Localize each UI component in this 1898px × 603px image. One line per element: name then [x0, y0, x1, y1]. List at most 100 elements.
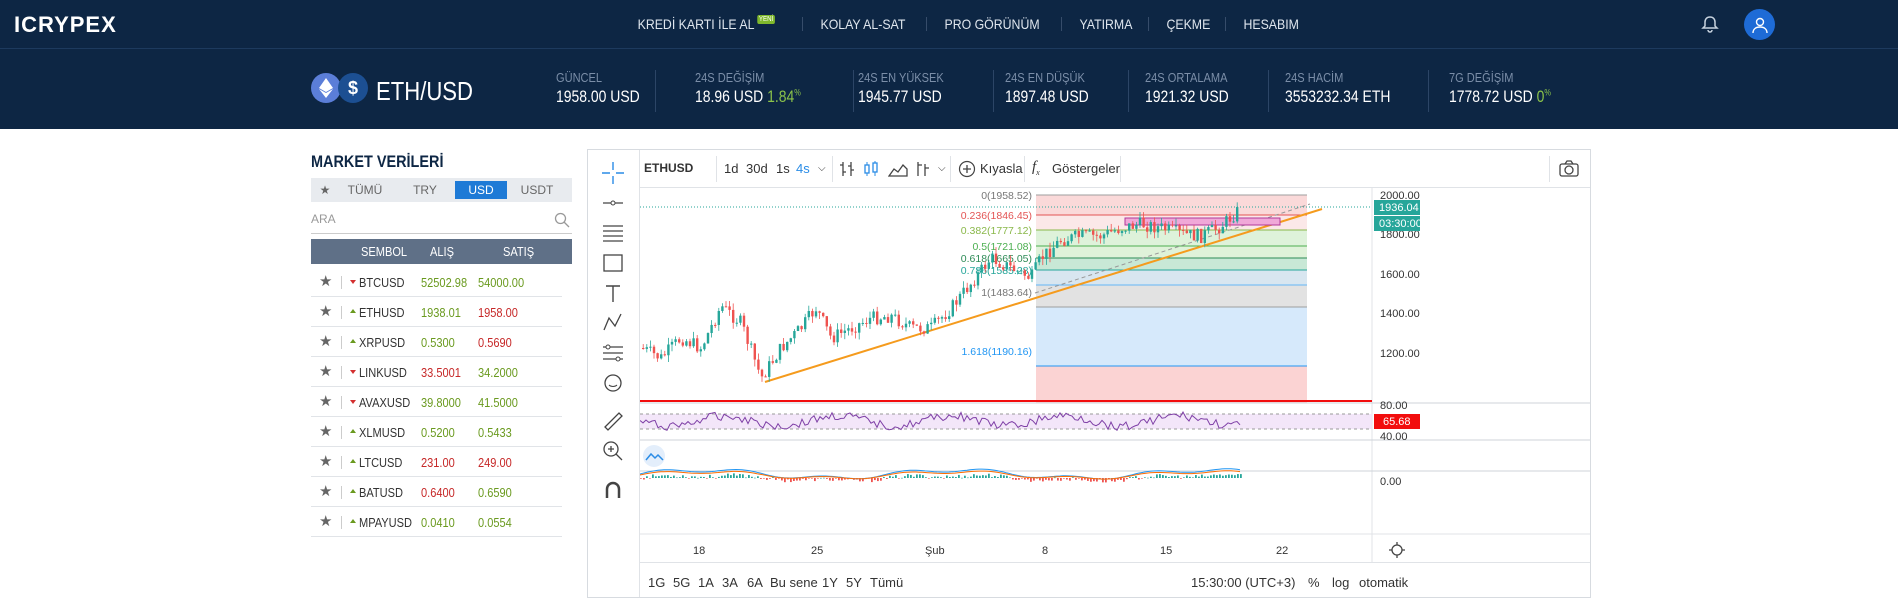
macd-bar — [1147, 477, 1149, 479]
indicators-icon[interactable]: fx — [1032, 159, 1040, 177]
macd-bar — [1030, 478, 1032, 482]
user-avatar[interactable] — [1744, 9, 1775, 40]
chart-symbol[interactable]: ETHUSD — [644, 161, 694, 175]
interval-dropdown-icon[interactable]: ⌵ — [818, 163, 826, 174]
market-search[interactable]: ARA — [311, 210, 572, 234]
macd-bar — [766, 478, 768, 480]
candle-body — [699, 349, 702, 352]
favorite-star-icon[interactable]: ★ — [319, 513, 333, 530]
interval-30d[interactable]: 30d — [746, 161, 768, 176]
nav-account[interactable]: HESABIM — [1224, 16, 1317, 32]
candle-body — [879, 319, 882, 325]
bars-style-icon[interactable] — [838, 160, 856, 178]
nav-withdraw[interactable]: ÇEKME — [1147, 16, 1228, 32]
favorite-star-icon[interactable]: ★ — [319, 303, 333, 320]
candle-body — [1142, 217, 1145, 228]
compare-button[interactable]: Kıyasla — [980, 161, 1023, 176]
emoji-icon[interactable] — [600, 370, 626, 396]
range-ytd[interactable]: Bu sene — [770, 575, 818, 590]
range-1a[interactable]: 1A — [698, 575, 714, 590]
favorites-tab-star[interactable]: ★ — [319, 183, 331, 197]
log-toggle[interactable]: log — [1332, 575, 1350, 590]
candles-style-icon[interactable] — [862, 160, 880, 178]
style-dropdown-icon[interactable]: ⌵ — [938, 163, 946, 174]
candle-body — [750, 343, 753, 345]
market-row-linkusd[interactable]: ★ LINKUSD 33.5001 34.2000 — [311, 357, 562, 387]
favorite-star-icon[interactable]: ★ — [319, 483, 333, 500]
market-row-xlmusd[interactable]: ★ XLMUSD 0.5200 0.5433 — [311, 417, 562, 447]
market-row-avaxusd[interactable]: ★ AVAXUSD 39.8000 41.5000 — [311, 387, 562, 417]
fib-icon[interactable] — [600, 220, 626, 246]
fib-label-1618: 1.618(1190.16) — [962, 346, 1032, 358]
area-style-icon[interactable] — [888, 160, 908, 178]
range-3a[interactable]: 3A — [722, 575, 738, 590]
text-icon[interactable] — [600, 280, 626, 306]
search-icon[interactable] — [554, 212, 570, 228]
range-6a[interactable]: 6A — [747, 575, 763, 590]
macd-bar — [904, 476, 906, 478]
compare-icon[interactable] — [958, 160, 976, 178]
interval-1d[interactable]: 1d — [724, 161, 739, 176]
auto-toggle[interactable]: otomatik — [1359, 575, 1409, 590]
candle-body — [811, 310, 814, 317]
camera-icon[interactable] — [1558, 159, 1580, 179]
tab-try[interactable]: TRY — [413, 183, 437, 197]
pattern-icon[interactable] — [600, 310, 626, 336]
tab-usdt[interactable]: USDT — [520, 183, 554, 197]
app-logo[interactable]: ICRYPEX — [14, 12, 117, 37]
favorite-star-icon[interactable]: ★ — [319, 363, 333, 380]
favorite-star-icon[interactable]: ★ — [319, 393, 333, 410]
settings-icon[interactable] — [1389, 542, 1405, 558]
chart-time[interactable]: 15:30:00 (UTC+3) — [1191, 575, 1296, 590]
macd-bar — [1078, 478, 1080, 479]
macd-bar — [1192, 477, 1194, 478]
macd-bar — [982, 475, 984, 478]
magnet-icon[interactable] — [600, 478, 626, 504]
search-input[interactable]: ARA — [311, 212, 336, 226]
range-5g[interactable]: 5G — [673, 575, 691, 590]
nav-credit-card[interactable]: KREDİ KARTI İLE AL YENİ — [637, 14, 776, 32]
heikin-ashi-icon[interactable] — [914, 159, 934, 179]
market-row-btcusd[interactable]: ★ BTCUSD 52502.98 54000.00 — [311, 267, 562, 297]
rsi-tick-80: 80.00 — [1380, 400, 1408, 412]
market-row-ethusd[interactable]: ★ ETHUSD 1938.01 1958.00 — [311, 297, 562, 327]
nav-easy-trade[interactable]: KOLAY AL-SAT — [802, 16, 923, 32]
interval-4s[interactable]: 4s — [796, 161, 810, 176]
macd-bar — [736, 475, 738, 478]
tab-usd[interactable]: USD — [455, 181, 507, 199]
range-1g[interactable]: 1G — [648, 575, 666, 590]
candle-body — [987, 262, 990, 269]
market-row-xrpusd[interactable]: ★ XRPUSD 0.5300 0.5690 — [311, 327, 562, 357]
interval-1s[interactable]: 1s — [776, 161, 790, 176]
macd-bar — [1087, 478, 1089, 481]
favorite-star-icon[interactable]: ★ — [319, 333, 333, 350]
range-1y[interactable]: 1Y — [822, 575, 838, 590]
range-all[interactable]: Tümü — [870, 575, 904, 590]
macd-bar — [679, 477, 681, 478]
market-row-batusd[interactable]: ★ BATUSD 0.6400 0.6590 — [311, 477, 562, 507]
rectangle-icon[interactable] — [600, 250, 626, 276]
market-row-mpayusd[interactable]: ★ MPAYUSD 0.0410 0.0554 — [311, 507, 562, 537]
macd-bar — [1081, 478, 1083, 481]
zoom-icon[interactable] — [600, 438, 626, 464]
market-row-ltcusd[interactable]: ★ LTCUSD 231.00 249.00 — [311, 447, 562, 477]
ruler-icon[interactable] — [600, 408, 626, 434]
candle-body — [858, 323, 861, 333]
price-chart[interactable]: 0(1958.52) 0.236(1846.45) 0.382(1777.12)… — [640, 188, 1590, 562]
favorite-star-icon[interactable]: ★ — [319, 453, 333, 470]
favorite-star-icon[interactable]: ★ — [319, 273, 333, 290]
macd-bar — [895, 475, 897, 478]
favorite-star-icon[interactable]: ★ — [319, 423, 333, 440]
trendline-icon[interactable] — [600, 190, 626, 216]
indicators-button[interactable]: Göstergeler — [1052, 161, 1120, 176]
nav-deposit[interactable]: YATIRMA — [1060, 16, 1150, 32]
tab-all[interactable]: TÜMÜ — [347, 183, 383, 197]
range-5y[interactable]: 5Y — [846, 575, 862, 590]
nav-pro-view[interactable]: PRO GÖRÜNÜM — [925, 16, 1057, 32]
bell-icon[interactable] — [1700, 14, 1720, 34]
percent-toggle[interactable]: % — [1308, 575, 1320, 590]
crosshair-icon[interactable] — [600, 160, 626, 186]
x-tick-25: 25 — [811, 545, 823, 557]
forecast-icon[interactable] — [600, 340, 626, 366]
macd-bar — [1117, 478, 1119, 480]
